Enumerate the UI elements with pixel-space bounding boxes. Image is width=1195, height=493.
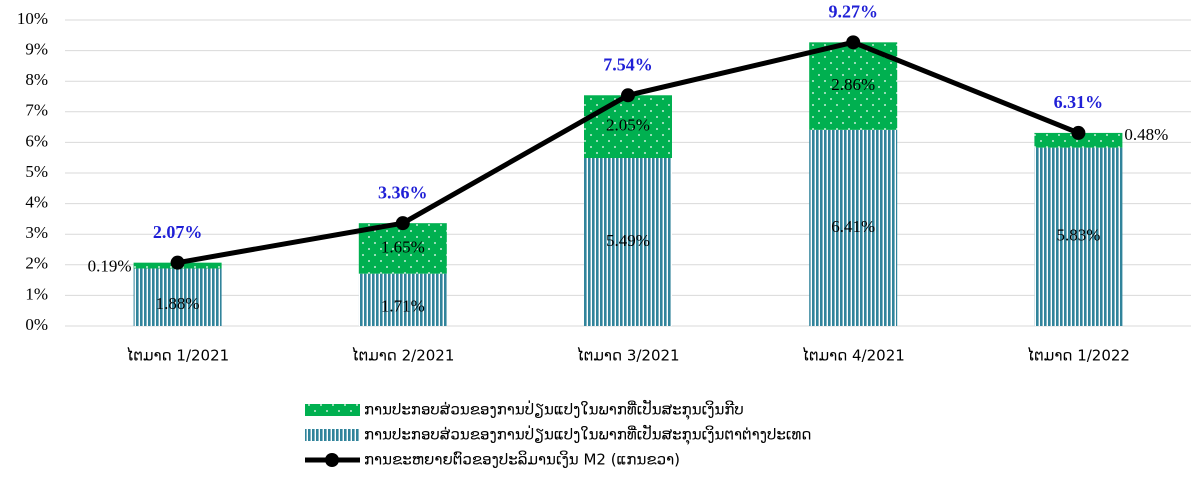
legend-swatch (305, 404, 360, 416)
bar (1034, 147, 1123, 326)
bar-label: 2.86% (831, 75, 875, 94)
bar (584, 95, 672, 159)
bar-label: 2.05% (606, 116, 650, 135)
bar (809, 129, 898, 326)
y-tick-label: 10% (17, 9, 48, 28)
legend-swatch (325, 453, 339, 467)
y-tick-label: 9% (25, 40, 48, 59)
line-marker (170, 255, 185, 270)
y-tick-label: 3% (25, 223, 48, 242)
bar-label: 1.71% (381, 297, 425, 316)
bar (133, 268, 222, 326)
x-tick-label: ໄຕມາດ 1/2021 (126, 346, 229, 365)
line-label: 6.31% (1054, 92, 1104, 112)
bar-label: 0.48% (1124, 125, 1168, 144)
bar-label: 0.19% (88, 256, 132, 275)
y-tick-label: 0% (25, 315, 48, 334)
bar (1034, 132, 1123, 148)
x-tick-label: ໄຕມາດ 4/2021 (802, 346, 905, 365)
line-label: 3.36% (378, 182, 428, 202)
bar-label: 5.83% (1056, 226, 1100, 245)
y-tick-label: 8% (25, 70, 48, 89)
legend-label: ການປະກອບສ່ວນຂອງການປ່ຽນແປງໃນພາກທີ່ເປັນສະກ… (364, 423, 811, 446)
y-tick-label: 1% (25, 284, 48, 303)
y-tick-label: 6% (25, 131, 48, 150)
bar-label: 1.65% (381, 237, 425, 256)
x-tick-label: ໄຕມາດ 1/2022 (1027, 346, 1130, 365)
line-label: 2.07% (153, 222, 203, 242)
x-tick-label: ໄຕມາດ 3/2021 (576, 346, 679, 365)
line-marker (846, 35, 861, 50)
bar (584, 158, 672, 326)
y-tick-label: 4% (25, 193, 48, 212)
y-tick-label: 7% (25, 101, 48, 120)
legend-swatch (305, 429, 360, 441)
line-marker (1071, 125, 1086, 140)
line-marker (621, 88, 635, 103)
bar (358, 273, 447, 326)
legend-label: ການປະກອບສ່ວນຂອງການປ່ຽນແປງໃນພາກທີ່ເປັນສະກ… (364, 398, 744, 421)
legend-label: ການຂະຫຍາຍຕົວຂອງປະລິມານເງິນ M2 (ແກນຂວາ) (364, 449, 680, 468)
bar-label: 5.49% (606, 231, 650, 250)
bar (809, 42, 898, 130)
y-tick-label: 2% (25, 254, 48, 273)
bar (358, 223, 447, 274)
x-tick-label: ໄຕມາດ 2/2021 (351, 346, 454, 365)
bar-label: 6.41% (831, 217, 875, 236)
bar-label: 1.88% (156, 294, 200, 313)
y-tick-label: 5% (25, 162, 48, 181)
line-label: 9.27% (828, 1, 878, 21)
line-label: 7.54% (603, 54, 653, 74)
line-marker (395, 216, 410, 231)
